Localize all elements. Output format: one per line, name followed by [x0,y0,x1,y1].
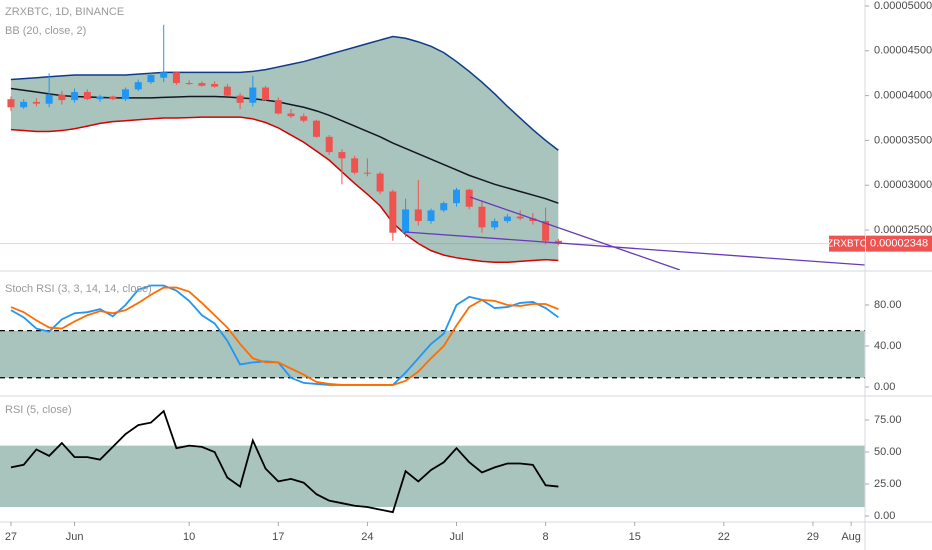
band-fill [0,445,865,508]
candle-body [7,99,15,108]
candle-body [58,94,66,101]
candle-body [134,82,142,90]
candle-body [122,89,130,100]
x-tick-label: 10 [183,531,195,543]
candle-body [414,209,422,222]
candle-body [402,209,410,233]
y-tick-label: 0.00004500 [874,45,932,57]
trend-line [469,196,681,270]
candle-body [45,94,53,104]
candle-body [147,75,155,83]
candle-body [83,92,91,100]
symbol-title: ZRXBTC, 1D, BINANCE [5,6,124,18]
x-tick-label: 24 [361,531,373,543]
band-fill [0,330,865,378]
price-pane [0,24,865,270]
x-tick-label: Jun [66,531,84,543]
rsi-pane [0,409,865,514]
symbol-tag-box [829,235,865,252]
candle-body [351,158,359,173]
stoch-title: Stoch RSI (3, 3, 14, 14, close) [5,283,152,295]
y-tick-label: 0.00 [874,381,895,393]
indicator-line [10,284,559,386]
bollinger-line [10,35,559,151]
x-tick-label: Jul [449,531,463,543]
candle-body [465,189,473,207]
candle-body [363,172,371,174]
candle-body [32,101,40,104]
candle-body [185,83,193,85]
candle-body [440,203,448,211]
candle-body [389,191,397,233]
y-tick-label: 0.00 [874,510,895,522]
band-fill [10,36,559,263]
x-tick-label: 22 [718,531,730,543]
candle-body [96,96,104,100]
rsi-title: RSI (5, close) [5,404,72,416]
candle-body [529,218,537,222]
candle-body [71,92,79,101]
candle-body [236,95,244,103]
candle-body [160,72,168,78]
candle-body [427,210,435,222]
y-tick-label: 0.00005000 [874,0,932,12]
y-tick-label: 0.00004000 [874,90,932,102]
bb-title: BB (20, close, 2) [5,25,86,37]
y-tick-label: 80.00 [874,299,902,311]
candle-body [478,206,486,228]
candle-body [491,221,499,228]
y-tick-label: 75.00 [874,414,902,426]
indicator-line [10,286,559,386]
candle-body [312,120,320,137]
candle-body [249,87,257,103]
y-tick-label: 40.00 [874,340,902,352]
candle-body [300,116,308,121]
y-tick-label: 0.00002500 [874,224,932,236]
indicator-line [10,409,559,514]
y-tick-label: 0.00003000 [874,179,932,191]
price-tag-box [866,235,932,252]
trend-line [404,231,865,266]
symbol-tag: ZRXBTC [827,238,867,249]
stoch-pane [0,284,865,386]
x-tick-label: Aug [841,531,861,543]
candle-body [20,101,28,108]
candle-body [274,100,282,114]
candle-body [109,96,117,100]
candle-body [325,136,333,153]
y-tick-label: 25.00 [874,478,902,490]
candle-body [223,86,231,96]
candle-body [287,113,295,117]
candle-body [452,189,460,204]
bollinger-line [10,116,559,264]
candle-body [516,216,524,219]
candle-body [262,87,270,101]
price-tag: 0.00002348 [870,238,928,250]
candle-body [503,216,511,222]
candle-body [211,83,219,87]
candle-body [376,173,384,192]
candle-body [338,152,346,159]
x-tick-label: 8 [543,531,549,543]
candle-body [198,83,206,86]
x-tick-label: 17 [272,531,284,543]
y-tick-label: 50.00 [874,446,902,458]
x-tick-label: 27 [5,531,17,543]
x-tick-label: 29 [807,531,819,543]
candle-body [542,221,550,241]
y-tick-label: 0.00003500 [874,134,932,146]
x-tick-label: 15 [629,531,641,543]
candle-body [554,240,562,244]
candle-body [172,72,180,84]
